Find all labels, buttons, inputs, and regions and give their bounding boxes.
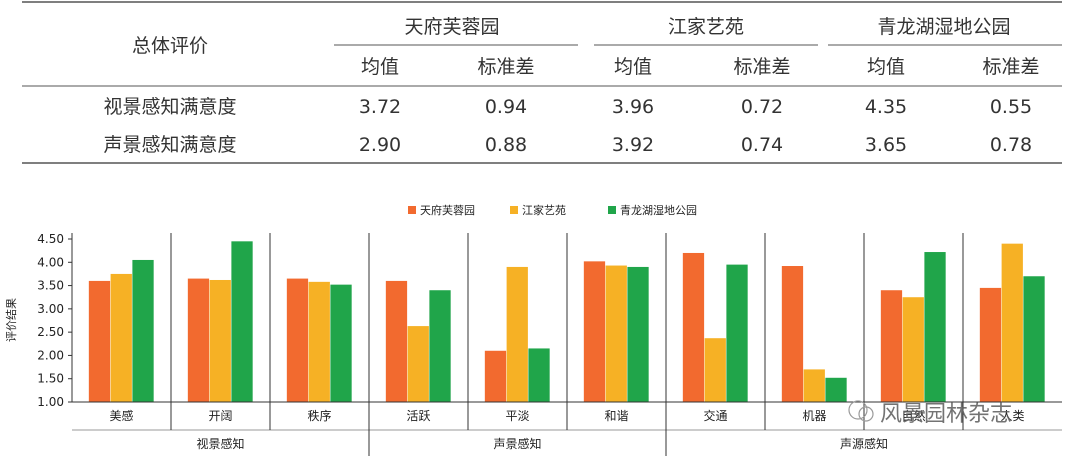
x-group-label: 声源感知 [840,436,888,451]
table-cell-value: 0.74 [741,134,783,156]
bar [231,241,253,402]
table-sub-header: 均值 [614,56,652,78]
table-row-label: 声景感知满意度 [103,134,236,156]
bar [682,252,705,402]
table-corner-label: 总体评价 [132,35,208,57]
x-tick-label: 机器 [802,409,826,423]
bar [330,284,352,402]
table-cell-value: 3.92 [612,134,654,156]
table-cell-value: 0.88 [485,134,527,156]
x-tick-label: 和谐 [604,409,628,423]
table-site-header: 天府芙蓉园 [404,16,499,38]
bar [506,266,528,402]
y-tick-label: 4.50 [37,232,64,246]
bar [528,348,550,402]
bar [605,265,627,402]
y-tick-label: 1.00 [37,395,64,409]
table-cell-value: 3.72 [359,96,401,118]
table-cell-value: 0.72 [741,96,783,118]
table-sub-header: 均值 [361,56,399,78]
x-tick-label: 活跃 [406,409,430,423]
legend-label: 青龙湖湿地公园 [620,204,697,217]
y-tick-label: 2.00 [37,348,64,362]
bar [286,278,309,402]
bar [1001,243,1023,402]
bar [110,273,132,402]
bar [484,350,507,402]
legend-label: 天府芙蓉园 [420,203,475,217]
y-tick-label: 4.00 [37,255,64,269]
y-tick-label: 3.00 [37,302,64,316]
bar [88,280,111,402]
x-tick-label: 交通 [703,408,727,423]
table-cell-value: 3.65 [865,134,907,156]
x-tick-label: 平淡 [505,409,529,423]
legend-swatch [608,206,616,214]
table-site-header: 青龙湖湿地公园 [877,16,1010,38]
table-cell-value: 3.96 [612,96,654,118]
table-cell-value: 4.35 [865,96,907,118]
legend-label: 江家艺苑 [522,203,566,217]
table-cell-value: 0.78 [990,134,1032,156]
table-sub-header: 标准差 [733,56,790,78]
table-sub-header: 标准差 [477,56,534,78]
bar [407,326,429,402]
table-site-header: 江家艺苑 [668,16,744,38]
table-cell-value: 0.94 [485,96,527,118]
table-cell-value: 0.55 [990,96,1032,118]
table-sub-header: 标准差 [982,56,1039,78]
bar [979,287,1002,402]
x-group-label: 声景感知 [493,436,541,451]
wechat-icon [848,400,868,420]
x-tick-label: 美感 [109,408,133,423]
bar [902,297,924,402]
watermark: 风景园林杂志 [848,400,1012,427]
bar [583,261,606,402]
x-tick-label: 开阔 [208,409,232,423]
bar [924,252,946,402]
y-axis-label: 评价结果 [5,298,18,342]
bar [308,281,330,402]
x-tick-label: 自然 [901,408,925,423]
bar [726,264,748,402]
bar [704,338,726,402]
table-sub-header: 均值 [867,56,905,78]
bar-chart: 天府芙蓉园 江家艺苑 青龙湖湿地公园 1.00 1.50 2.00 2.50 3.00 3.50… [0,195,1080,467]
bar-chart-graphic: 天府芙蓉园 江家艺苑 青龙湖湿地公园 1.00 1.50 2.00 2.50 3.00 3.50… [5,203,1062,456]
bar [385,280,408,402]
bar [132,259,154,402]
y-tick-label: 1.50 [37,372,64,386]
table-cell-value: 2.90 [359,134,401,156]
wechat-icon-bubble [858,406,874,422]
legend-swatch [510,206,518,214]
bar [1023,276,1045,402]
legend-swatch [408,206,416,214]
bar [880,290,903,402]
bar [429,290,451,402]
bar [187,278,210,402]
bar [209,279,231,402]
watermark-text: 风景园林杂志 [880,402,1012,427]
y-tick-label: 3.50 [37,279,64,293]
bar [803,369,825,402]
y-tick-label: 2.50 [37,325,64,339]
bar [781,266,804,402]
bar [825,377,847,402]
x-group-label: 视景感知 [196,436,244,451]
bar [627,266,649,402]
x-tick-label: 秩序 [307,408,331,423]
summary-table: 总体评价 天府芙蓉园 江家艺苑 青龙湖湿地公园均值 标准差 均值 标准差 均值 标准差视景感知满… [0,0,1080,170]
x-tick-label: 人类 [1000,409,1024,423]
table-row-label: 视景感知满意度 [103,96,236,118]
